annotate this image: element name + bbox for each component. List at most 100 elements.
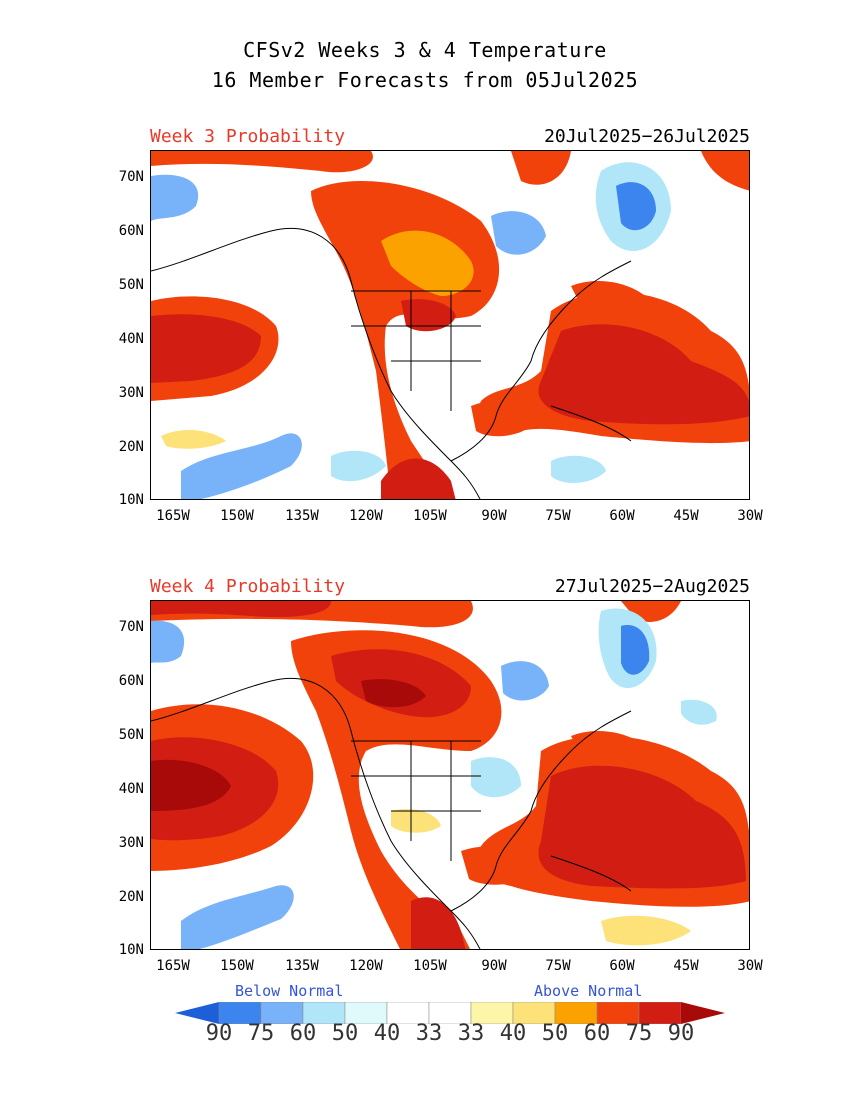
lon-tick: 135W bbox=[285, 508, 319, 524]
coastline bbox=[550, 855, 632, 892]
warm-anomaly-region bbox=[461, 846, 536, 885]
lat-tick: 30N bbox=[118, 385, 144, 401]
lon-tick: 150W bbox=[220, 508, 254, 524]
week3-panel-label: Week 3 Probability bbox=[150, 126, 346, 147]
coastline bbox=[450, 710, 632, 912]
coastline bbox=[151, 677, 481, 949]
warm-anomaly-region bbox=[391, 809, 441, 833]
lon-tick: 90W bbox=[481, 958, 507, 974]
lon-tick: 45W bbox=[673, 958, 699, 974]
legend-colorbar bbox=[175, 1002, 725, 1024]
legend-value: 50 bbox=[541, 1021, 569, 1046]
lat-tick: 20N bbox=[118, 889, 144, 905]
lon-tick: 45W bbox=[673, 508, 699, 524]
warm-anomaly-region bbox=[361, 679, 426, 708]
cool-anomaly-region bbox=[181, 433, 302, 499]
warm-anomaly-region bbox=[381, 230, 474, 296]
lon-tick: 105W bbox=[413, 958, 447, 974]
legend-value: 33 bbox=[457, 1021, 485, 1046]
lon-tick: 105W bbox=[413, 508, 447, 524]
cool-anomaly-region bbox=[331, 450, 386, 482]
warm-anomaly-region bbox=[538, 765, 746, 889]
warm-anomaly-region bbox=[161, 429, 226, 449]
cool-anomaly-region bbox=[491, 211, 546, 255]
legend-above-normal: Above Normal bbox=[534, 982, 643, 1000]
legend-value: 75 bbox=[625, 1021, 653, 1046]
lon-tick: 75W bbox=[545, 958, 571, 974]
coastline bbox=[351, 290, 481, 411]
lat-tick: 50N bbox=[118, 277, 144, 293]
week4-date-range: 27Jul2025−2Aug2025 bbox=[554, 576, 750, 597]
lat-tick: 60N bbox=[118, 223, 144, 239]
week3-map bbox=[150, 150, 750, 500]
warm-anomaly-region bbox=[151, 151, 373, 173]
warm-anomaly-region bbox=[601, 915, 691, 946]
legend-value: 40 bbox=[499, 1021, 527, 1046]
legend-value: 33 bbox=[415, 1021, 443, 1046]
cool-anomaly-region bbox=[616, 182, 656, 231]
legend-value: 50 bbox=[331, 1021, 359, 1046]
lon-tick: 30W bbox=[737, 958, 763, 974]
week3-date-range: 20Jul2025−26Jul2025 bbox=[544, 126, 750, 147]
warm-anomaly-region bbox=[151, 759, 231, 811]
colorbar-arrow-left bbox=[175, 1002, 219, 1024]
lon-tick: 150W bbox=[220, 958, 254, 974]
cool-anomaly-region bbox=[681, 699, 717, 725]
warm-anomaly-region bbox=[571, 281, 651, 310]
lon-tick: 60W bbox=[609, 508, 635, 524]
legend-value: 90 bbox=[205, 1021, 233, 1046]
warm-anomaly-region bbox=[311, 181, 500, 499]
warm-anomaly-region bbox=[401, 299, 456, 332]
cool-anomaly-region bbox=[151, 174, 199, 221]
cool-anomaly-region bbox=[621, 625, 650, 675]
lat-tick: 30N bbox=[118, 835, 144, 851]
lon-tick: 165W bbox=[156, 958, 190, 974]
legend-value: 90 bbox=[667, 1021, 695, 1046]
lon-tick: 90W bbox=[481, 508, 507, 524]
lon-tick: 135W bbox=[285, 958, 319, 974]
cool-anomaly-region bbox=[151, 620, 185, 663]
cool-anomaly-region bbox=[471, 757, 521, 798]
lat-tick: 50N bbox=[118, 727, 144, 743]
legend-below-normal: Below Normal bbox=[235, 982, 344, 1000]
warm-anomaly-region bbox=[151, 314, 261, 383]
lat-tick: 40N bbox=[118, 331, 144, 347]
cool-anomaly-region bbox=[181, 885, 294, 949]
lon-tick: 120W bbox=[349, 958, 383, 974]
warm-anomaly-region bbox=[381, 458, 456, 499]
lon-tick: 120W bbox=[349, 508, 383, 524]
warm-anomaly-region bbox=[471, 401, 536, 437]
coastline bbox=[450, 260, 632, 462]
legend-value: 60 bbox=[583, 1021, 611, 1046]
coastline bbox=[550, 405, 632, 442]
coastline bbox=[151, 227, 481, 499]
lat-tick: 20N bbox=[118, 439, 144, 455]
chart-title: CFSv2 Weeks 3 & 4 Temperature bbox=[243, 38, 607, 62]
legend-value: 40 bbox=[373, 1021, 401, 1046]
lat-tick: 40N bbox=[118, 781, 144, 797]
legend-value: 60 bbox=[289, 1021, 317, 1046]
coastline bbox=[351, 740, 481, 861]
lon-tick: 60W bbox=[609, 958, 635, 974]
week4-map bbox=[150, 600, 750, 950]
warm-anomaly-region bbox=[571, 731, 651, 760]
chart-subtitle: 16 Member Forecasts from 05Jul2025 bbox=[211, 68, 639, 92]
lon-tick: 30W bbox=[737, 508, 763, 524]
lat-tick: 60N bbox=[118, 673, 144, 689]
lat-tick: 10N bbox=[118, 492, 144, 508]
cool-anomaly-region bbox=[501, 661, 549, 701]
lat-tick: 70N bbox=[118, 619, 144, 635]
warm-anomaly-region bbox=[151, 601, 331, 618]
colorbar-arrow-right bbox=[681, 1002, 725, 1024]
warm-anomaly-region bbox=[701, 151, 749, 191]
lat-tick: 10N bbox=[118, 942, 144, 958]
warm-anomaly-region bbox=[511, 151, 571, 185]
lat-tick: 70N bbox=[118, 169, 144, 185]
week4-panel-label: Week 4 Probability bbox=[150, 576, 346, 597]
lon-tick: 75W bbox=[545, 508, 571, 524]
lon-tick: 165W bbox=[156, 508, 190, 524]
cool-anomaly-region bbox=[551, 455, 606, 483]
warm-anomaly-region bbox=[538, 324, 749, 425]
warm-anomaly-region bbox=[411, 897, 466, 949]
legend-value: 75 bbox=[247, 1021, 275, 1046]
